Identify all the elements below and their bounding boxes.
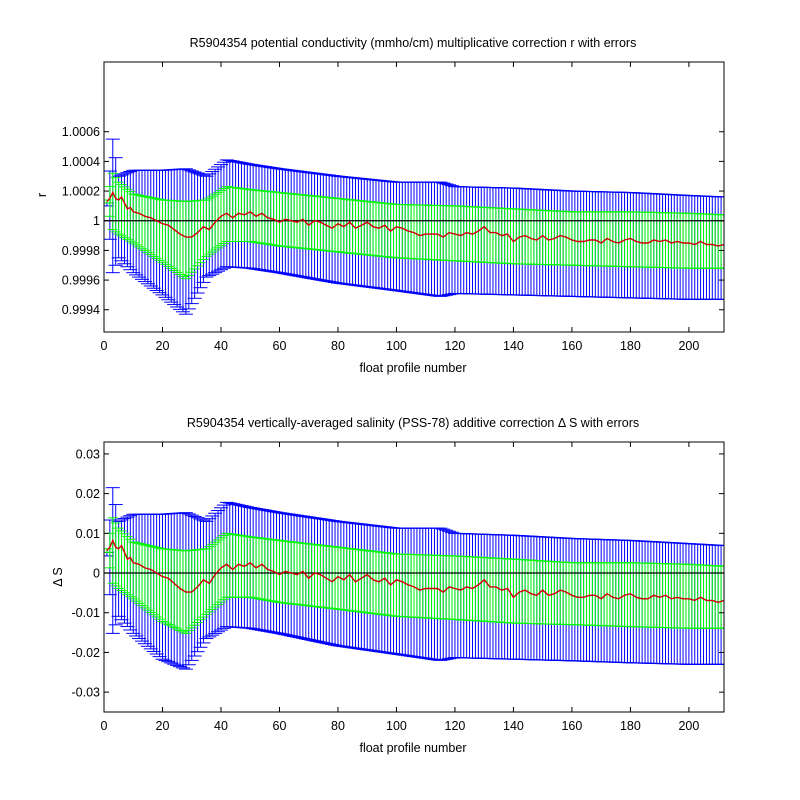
top-y-tick-label: 0.9996 [62, 274, 100, 288]
bottom-x-tick-label: 120 [445, 719, 466, 733]
bottom-x-tick-label: 0 [101, 719, 108, 733]
top-y-tick-label: 0.9994 [62, 303, 100, 317]
bottom-x-tick-label: 100 [386, 719, 407, 733]
bottom-x-tick-label: 80 [331, 719, 345, 733]
top-x-tick-label: 180 [620, 339, 641, 353]
bottom-y-tick-label: -0.01 [72, 606, 101, 620]
top-x-tick-label: 80 [331, 339, 345, 353]
bottom-chart-error-bars [104, 487, 724, 670]
bottom-inner-error-band [104, 517, 724, 634]
bottom-y-tick-label: -0.02 [72, 646, 101, 660]
top-x-tick-label: 160 [561, 339, 582, 353]
top-y-tick-label: 1.0004 [62, 155, 100, 169]
bottom-correction-line [106, 538, 724, 604]
bottom-x-tick-label: 60 [273, 719, 287, 733]
top-x-tick-label: 60 [273, 339, 287, 353]
bottom-chart-axes-box [103, 441, 725, 713]
bottom-x-tick-label: 180 [620, 719, 641, 733]
top-x-tick-label: 40 [214, 339, 228, 353]
top-chart-ylabel: r [35, 193, 49, 197]
top-x-tick-label: 100 [386, 339, 407, 353]
bottom-x-tick-label: 20 [156, 719, 170, 733]
bottom-y-tick-label: 0.02 [76, 487, 100, 501]
bottom-x-tick-label: 40 [214, 719, 228, 733]
bottom-chart-panel: R5904354 vertically-averaged salinity (P… [51, 416, 725, 755]
bottom-chart-xlabel: float profile number [359, 741, 466, 755]
bottom-y-tick-label: -0.03 [72, 686, 101, 700]
top-chart-title: R5904354 potential conductivity (mmho/cm… [190, 36, 637, 50]
top-chart-axes-box [103, 61, 725, 333]
bottom-y-tick-label: 0.03 [76, 447, 100, 461]
top-x-tick-label: 120 [445, 339, 466, 353]
top-x-tick-label: 200 [678, 339, 699, 353]
top-chart-xlabel: float profile number [359, 361, 466, 375]
top-y-tick-label: 1.0002 [62, 185, 100, 199]
top-x-tick-label: 0 [101, 339, 108, 353]
bottom-chart-title: R5904354 vertically-averaged salinity (P… [187, 416, 639, 430]
bottom-chart-ylabel: Δ S [51, 567, 65, 586]
top-y-tick-label: 1 [93, 214, 100, 228]
bottom-chart-lines [104, 538, 724, 604]
bottom-y-tick-label: 0 [93, 567, 100, 581]
top-y-tick-label: 1.0006 [62, 125, 100, 139]
top-x-tick-label: 20 [156, 339, 170, 353]
top-chart-lines [104, 190, 724, 247]
bottom-chart-ticks: 0 20 40 60 80 100 120 140 160 180 200 -0.03 -0.02 -0.… [72, 442, 724, 733]
top-chart-error-bars [104, 138, 724, 315]
bottom-y-tick-label: 0.01 [76, 527, 100, 541]
bottom-x-tick-label: 160 [561, 719, 582, 733]
top-y-tick-label: 0.9998 [62, 244, 100, 258]
top-chart-ticks: 0 20 40 60 80 100 120 140 160 180 200 0.9994 0.9996 0… [62, 62, 724, 353]
top-correction-line [106, 190, 724, 247]
top-x-tick-label: 140 [503, 339, 524, 353]
bottom-x-tick-label: 140 [503, 719, 524, 733]
bottom-x-tick-label: 200 [678, 719, 699, 733]
top-inner-error-band [104, 172, 724, 280]
top-chart-panel: R5904354 potential conductivity (mmho/cm… [35, 36, 725, 375]
